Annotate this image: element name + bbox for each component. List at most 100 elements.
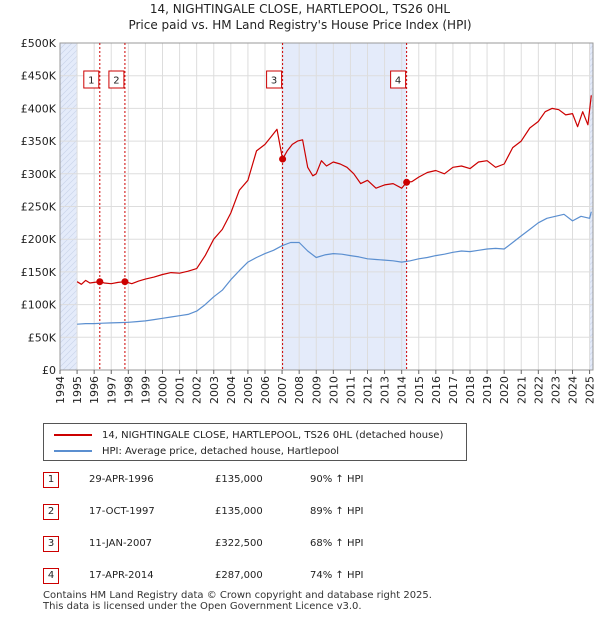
hatch-line (59, 115, 78, 134)
hpi-line (77, 211, 592, 325)
hatch-line (589, 51, 594, 56)
hatch-line (589, 135, 594, 140)
x-tick-label: 2011 (344, 376, 357, 404)
sale-label-box (266, 70, 283, 89)
sale-label-number: 3 (271, 76, 277, 87)
x-tick-label: 2000 (157, 376, 170, 404)
y-tick-label: £200K (21, 233, 57, 246)
legend: 14, NIGHTINGALE CLOSE, HARTLEPOOL, TS26 … (43, 423, 467, 461)
x-tick-label: 1994 (54, 376, 67, 404)
hatch-line (589, 183, 594, 188)
hatch-line (589, 219, 594, 224)
hatch-line (59, 319, 78, 338)
hatch-line (59, 337, 78, 356)
hatch-line (589, 267, 594, 272)
x-tick-label: 2002 (191, 376, 204, 404)
sale-point (403, 178, 411, 186)
hatch-line (59, 109, 78, 128)
hatch-line (589, 339, 594, 344)
hatch-line (589, 123, 594, 128)
hatch-line (589, 321, 594, 326)
chart-subtitle: Price paid vs. HM Land Registry's House … (128, 18, 472, 32)
x-tick-label: 1996 (88, 376, 101, 404)
sale-date: 17-APR-2014 (89, 570, 154, 581)
sale-label-box (83, 70, 100, 89)
legend-swatch-hpi (54, 450, 92, 452)
y-tick-label: £150K (21, 266, 57, 279)
hatch-line (589, 201, 594, 206)
x-tick-label: 2001 (174, 376, 187, 404)
sale-row: 4 17-APR-2014 £287,000 74% ↑ HPI (43, 568, 423, 584)
hatch-line (589, 87, 594, 92)
hatch-line (59, 331, 78, 350)
sale-label-number: 2 (113, 76, 119, 87)
legend-item-property: 14, NIGHTINGALE CLOSE, HARTLEPOOL, TS26 … (54, 428, 443, 442)
hatch-line (589, 363, 594, 368)
hatch-line (59, 241, 78, 260)
footer-copyright: Contains HM Land Registry data © Crown c… (43, 590, 432, 601)
sale-date: 29-APR-1996 (89, 474, 154, 485)
legend-label-property: 14, NIGHTINGALE CLOSE, HARTLEPOOL, TS26 … (102, 429, 444, 441)
sale-date: 11-JAN-2007 (89, 538, 153, 549)
hatch-line (59, 163, 78, 182)
hatch-line (59, 43, 78, 62)
hatch-line (59, 55, 78, 74)
sale-hpi-change: 90% ↑ HPI (310, 474, 364, 485)
sale-hpi-change: 68% ↑ HPI (310, 538, 364, 549)
y-tick-label: £100K (21, 299, 57, 312)
x-tick-label: 1997 (105, 376, 118, 404)
hatch-line (589, 255, 594, 260)
hatch-line (589, 81, 594, 86)
hatch-line (589, 261, 594, 266)
x-tick-label: 2005 (242, 376, 255, 404)
sale-number-badge: 3 (43, 536, 59, 552)
hatch-line (59, 169, 78, 188)
x-tick-label: 2009 (310, 376, 323, 404)
hatch-line (59, 133, 78, 152)
sale-price: £287,000 (215, 570, 263, 581)
y-tick-label: £400K (21, 102, 57, 115)
hatch-line (59, 211, 78, 230)
hatch-line (59, 187, 78, 206)
hatch-line (59, 277, 78, 296)
hatch-line (589, 291, 594, 296)
legend-swatch-property (54, 434, 92, 436)
hatch-line (589, 207, 594, 212)
x-tick-label: 2024 (567, 376, 580, 404)
sale-date-lines (99, 43, 408, 370)
hatch-line (59, 271, 78, 290)
hatch-line (589, 129, 594, 134)
hatch-line (589, 243, 594, 248)
y-tick-label: £500K (21, 37, 57, 50)
x-tick-label: 2013 (379, 376, 392, 404)
hatch-line (589, 333, 594, 338)
hatch-line (59, 79, 78, 98)
sale-number-badge: 4 (43, 568, 59, 584)
hatch-line (589, 297, 594, 302)
hatch-line (589, 195, 594, 200)
x-tick-label: 2014 (396, 376, 409, 404)
sale-labels: 1 2 3 4 (83, 70, 407, 89)
hatch-line (59, 343, 78, 362)
hatch-line (59, 265, 78, 284)
hatch-line (68, 361, 78, 371)
x-tick-label: 2003 (208, 376, 221, 404)
hatch-line (59, 247, 78, 266)
sale-date: 17-OCT-1997 (89, 506, 155, 517)
hatch-line (59, 193, 78, 212)
hatch-line (59, 67, 78, 86)
hatch-line (59, 217, 78, 236)
hatch-line (589, 141, 594, 146)
sale-price: £135,000 (215, 474, 263, 485)
hatch-line (59, 151, 78, 170)
y-tick-label: £350K (21, 135, 57, 148)
hatch-line (59, 91, 78, 110)
hatch-line (589, 93, 594, 98)
x-tick-label: 1995 (71, 376, 84, 404)
sale-points (96, 155, 411, 286)
hatch-line (589, 249, 594, 254)
hatch-line (59, 313, 78, 332)
hatch-line (59, 97, 78, 116)
hatch-line (59, 42, 73, 56)
x-tick-label: 2022 (532, 376, 545, 404)
